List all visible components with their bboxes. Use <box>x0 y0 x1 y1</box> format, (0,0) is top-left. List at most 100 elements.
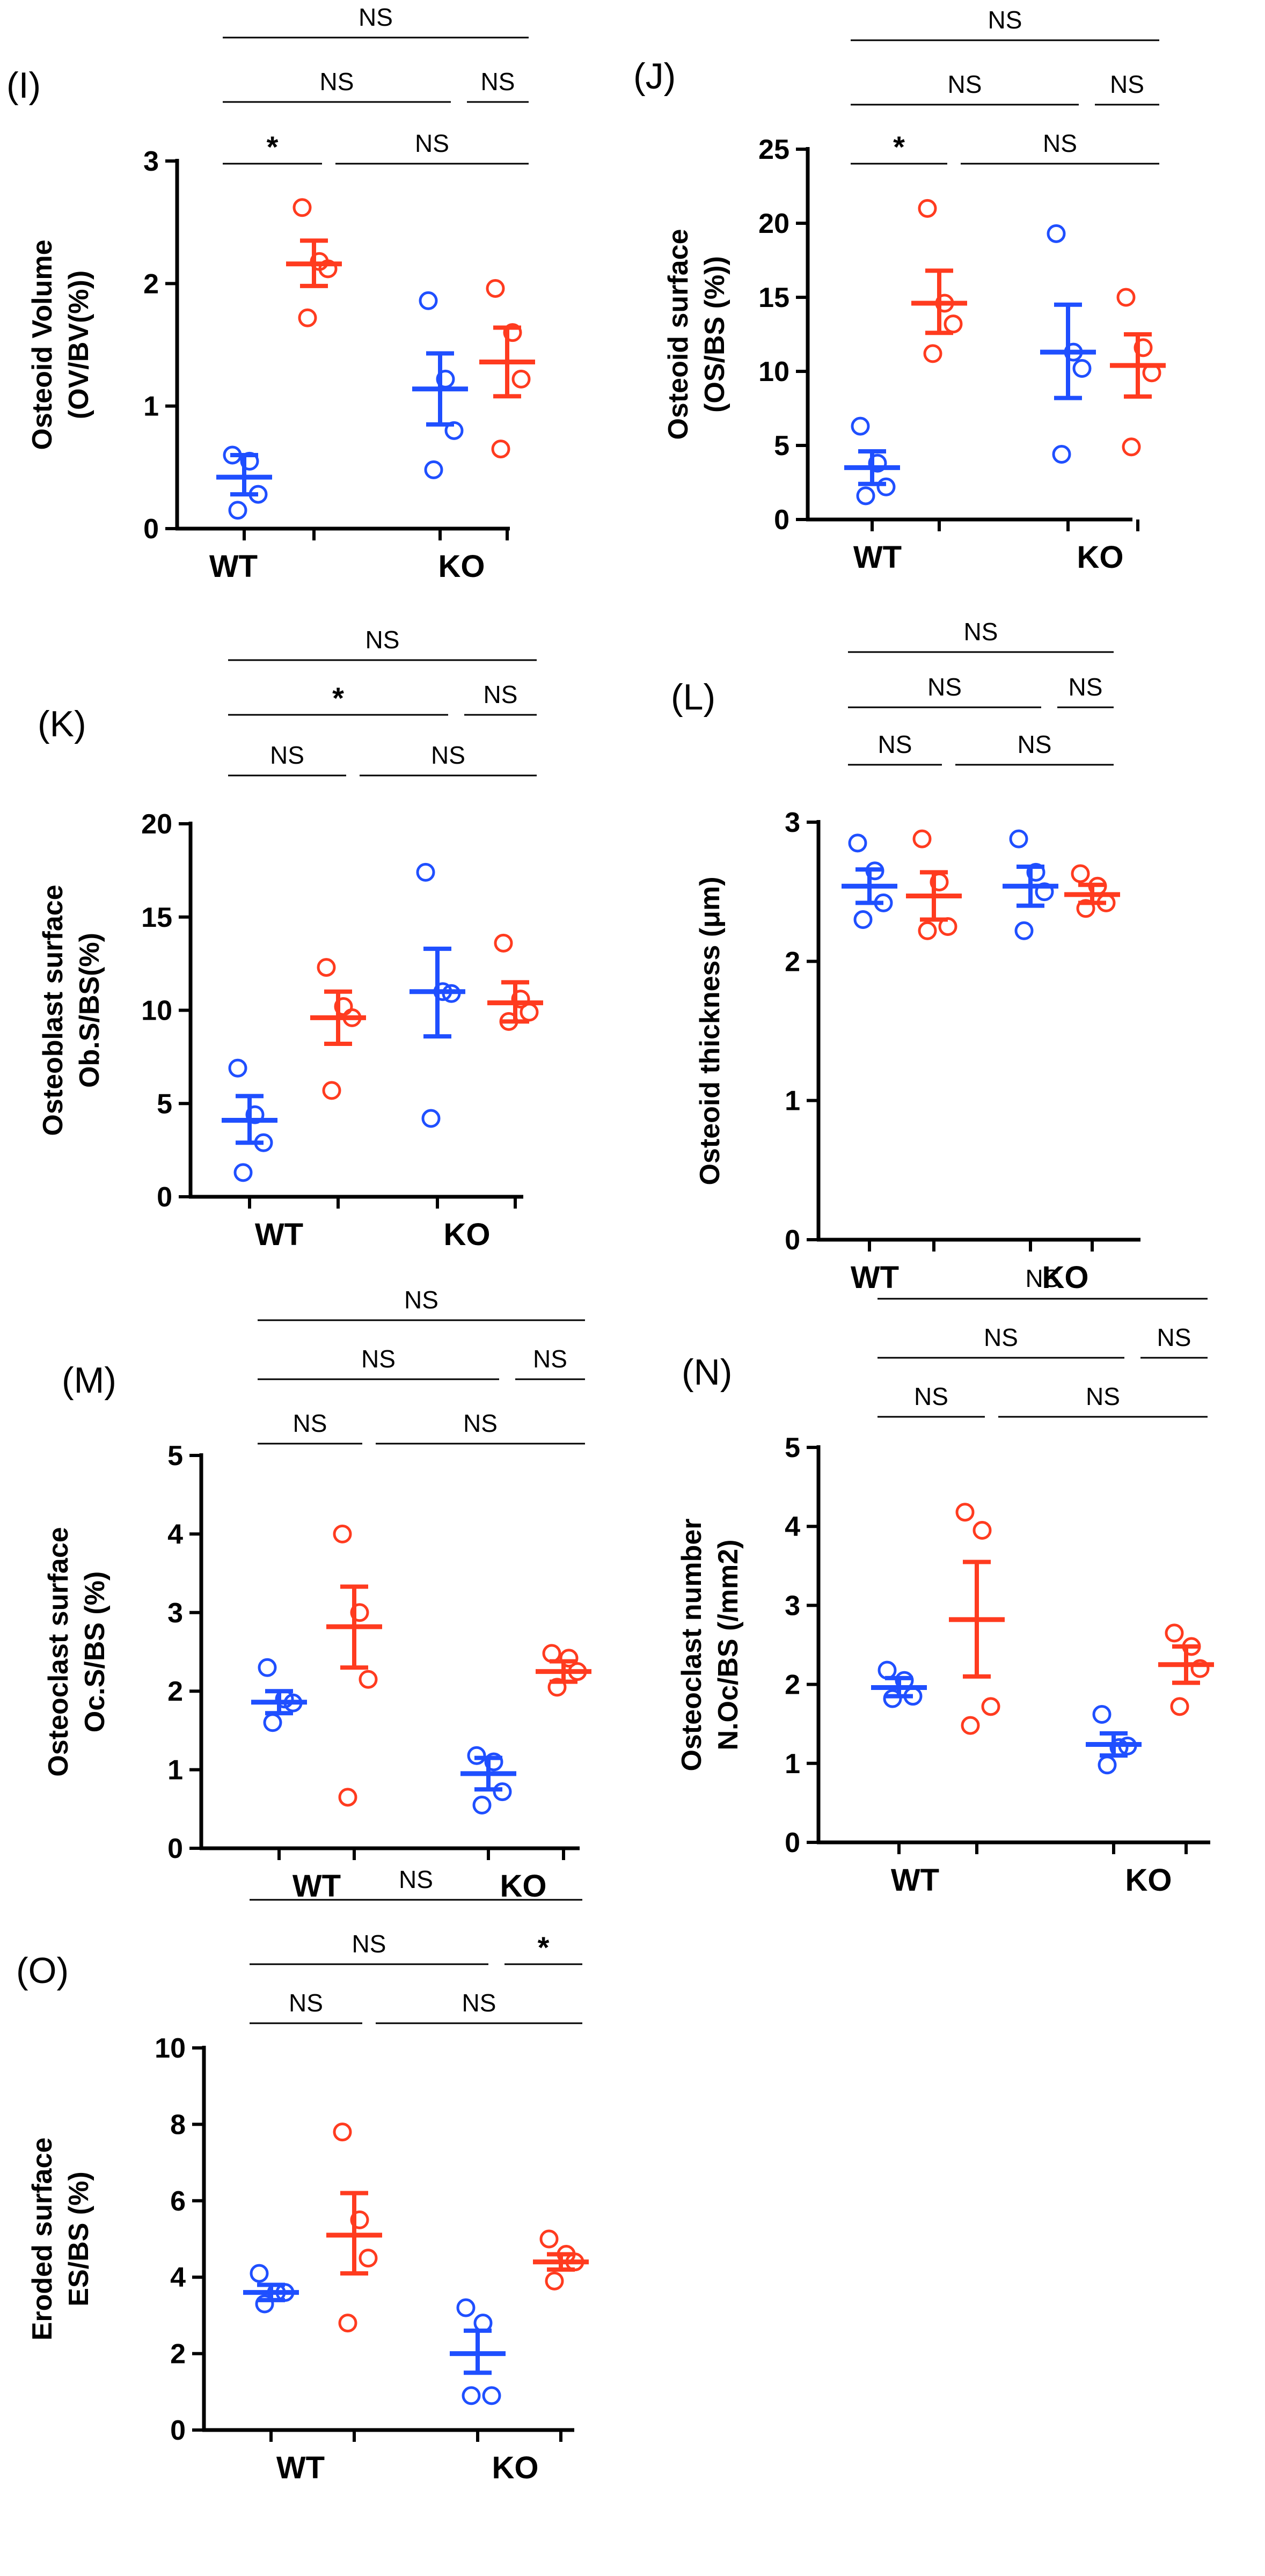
series-wt-1 <box>251 1658 307 1732</box>
significance-label: NS <box>365 626 400 654</box>
y-tick-label: 2 <box>170 2339 186 2370</box>
significance-label: * <box>267 130 279 164</box>
data-point <box>350 2210 369 2229</box>
y-axis-label: Osteoclast number <box>676 1518 707 1771</box>
series-wt-1 <box>243 2264 299 2314</box>
data-point <box>493 1782 512 1802</box>
significance-label: NS <box>1026 1264 1060 1292</box>
significance-label: * <box>538 1930 550 1964</box>
significance-label: NS <box>293 1409 327 1437</box>
significance-label: * <box>893 130 905 164</box>
series-wt-1 <box>222 1058 277 1182</box>
data-point <box>338 2314 357 2333</box>
data-point <box>856 486 875 506</box>
series-ko-1 <box>1040 224 1096 464</box>
y-axis-label: Ob.S/BS(%) <box>74 933 105 1088</box>
data-point <box>228 1058 247 1078</box>
significance-label: NS <box>988 6 1022 34</box>
y-axis-label: Osteoclast surface <box>43 1527 74 1776</box>
y-axis-label: Osteoid thickness (μm) <box>694 876 726 1185</box>
series-wt-1 <box>216 445 272 520</box>
significance-label: NS <box>359 3 393 31</box>
data-point <box>424 460 443 479</box>
data-point <box>472 1795 492 1814</box>
x-category-label: WT <box>293 1869 341 1904</box>
x-category-label: KO <box>1042 1260 1089 1295</box>
panel-m: (M) Osteoclast surface Oc.S/BS (%) 0 1 2 3 4 5 WT… <box>43 1286 591 1904</box>
data-point <box>1026 862 1045 882</box>
data-point <box>961 1716 980 1735</box>
y-tick-label: 0 <box>774 504 789 536</box>
y-tick-label: 10 <box>155 2033 186 2064</box>
y-tick-label: 20 <box>141 809 172 840</box>
data-point <box>491 440 510 459</box>
x-category-label: WT <box>209 549 258 584</box>
data-point <box>955 1503 975 1522</box>
panel-label: (N) <box>682 1352 732 1393</box>
data-point <box>972 1521 992 1540</box>
significance-label: NS <box>431 741 465 769</box>
data-point <box>350 1603 369 1622</box>
data-point <box>923 344 942 363</box>
data-point <box>876 477 896 496</box>
x-category-label: KO <box>492 2450 539 2485</box>
data-point <box>1071 864 1090 883</box>
data-point <box>1092 1705 1112 1724</box>
significance-label: NS <box>289 1989 323 2017</box>
significance-label: NS <box>927 673 962 701</box>
data-point <box>255 2294 274 2314</box>
y-tick-label: 20 <box>758 208 789 239</box>
y-tick-label: 5 <box>157 1088 172 1119</box>
x-category-label: WT <box>276 2450 325 2485</box>
y-tick-label: 3 <box>143 146 159 177</box>
data-point <box>318 259 338 279</box>
y-axis-label: (OV/BV(%)) <box>63 270 94 419</box>
significance-label: NS <box>1043 129 1077 157</box>
y-axis-label: Osteoid surface <box>663 229 694 440</box>
x-category-label: WT <box>255 1217 303 1252</box>
data-point <box>322 1081 341 1100</box>
data-point <box>511 369 531 389</box>
y-tick-label: 5 <box>167 1440 183 1472</box>
y-tick-label: 2 <box>785 946 800 977</box>
data-point <box>1134 338 1153 357</box>
y-tick-label: 4 <box>167 1519 183 1550</box>
data-point <box>511 990 530 1009</box>
y-tick-label: 10 <box>758 356 789 387</box>
data-point <box>317 958 336 977</box>
significance-label: NS <box>415 129 449 157</box>
data-point <box>851 416 870 436</box>
y-tick-label: 5 <box>785 1432 800 1463</box>
series-ko-1 <box>1003 829 1058 940</box>
significance-label: NS <box>320 68 354 96</box>
significance-label: NS <box>533 1345 567 1373</box>
y-tick-label: 1 <box>785 1086 800 1117</box>
data-point <box>456 2298 476 2317</box>
series-ko-2 <box>1064 864 1120 918</box>
series-ko-1 <box>460 1746 516 1814</box>
data-point <box>545 2271 564 2290</box>
series-ko-1 <box>450 2298 506 2405</box>
significance-label: NS <box>270 741 304 769</box>
data-point <box>1190 1659 1210 1678</box>
data-point <box>1122 437 1141 457</box>
y-tick-label: 6 <box>170 2186 186 2217</box>
significance-label: NS <box>964 618 998 646</box>
y-tick-label: 1 <box>167 1755 183 1786</box>
y-axis-label: N.Oc/BS (/mm2) <box>713 1540 744 1751</box>
panel-j: (J) Osteoid surface (OS/BS (%)) 0 5 10 15 20 25 W… <box>633 6 1166 575</box>
data-point <box>1116 288 1136 307</box>
panel-label: (O) <box>16 1950 69 1991</box>
data-point <box>333 1524 352 1543</box>
data-point <box>482 2386 501 2405</box>
panel-n: (N) Osteoclast number N.Oc/BS (/mm2) 0 1 2 3 4 5… <box>676 1264 1214 1898</box>
x-category-label: KO <box>438 549 485 584</box>
series-ko-2 <box>487 933 543 1031</box>
series-ko-2 <box>536 1644 591 1697</box>
significance-label: NS <box>481 68 515 96</box>
y-tick-label: 0 <box>170 2415 186 2446</box>
data-point <box>338 1788 357 1807</box>
significance-label: NS <box>1086 1382 1120 1410</box>
y-tick-label: 0 <box>785 1827 800 1858</box>
